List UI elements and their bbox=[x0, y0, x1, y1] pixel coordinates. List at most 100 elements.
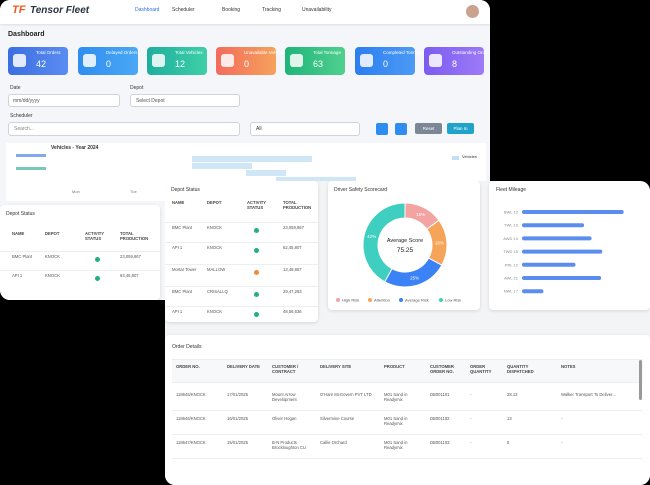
bar bbox=[522, 223, 585, 228]
cell: 62,45,807 bbox=[283, 245, 302, 250]
cell: - bbox=[470, 392, 472, 397]
cell: KNOCK bbox=[45, 254, 60, 259]
zoom-out-button[interactable] bbox=[395, 123, 407, 135]
logo-mark: TF bbox=[12, 4, 26, 16]
schedule-bar bbox=[246, 170, 286, 176]
scrollbar bbox=[639, 360, 642, 400]
bar bbox=[522, 249, 603, 254]
bar bbox=[522, 276, 602, 280]
panel-title: Fleet Mileage bbox=[496, 187, 527, 193]
panel-title: Depot Status bbox=[6, 211, 35, 217]
search-input[interactable]: Search... bbox=[8, 122, 240, 136]
donut-hole bbox=[379, 219, 431, 271]
cell: M01 Sand in Readymix bbox=[384, 392, 408, 402]
status-dot bbox=[254, 292, 259, 297]
plan-in-button[interactable]: Plan In bbox=[447, 123, 474, 134]
column-header: DELIVERY SITE bbox=[320, 364, 352, 369]
cell: 118645/KNOCK bbox=[176, 392, 206, 397]
column-header: CUSTOMER / CONTRACT bbox=[272, 364, 299, 374]
label: Date bbox=[10, 85, 21, 91]
bar bbox=[522, 289, 544, 294]
cell: 118646/KNOCK bbox=[176, 416, 206, 421]
schedule-bar bbox=[276, 177, 356, 183]
legend-swatch bbox=[399, 298, 403, 302]
segment-label: 15% bbox=[416, 212, 425, 217]
row-divider bbox=[165, 264, 318, 265]
row-divider bbox=[165, 306, 318, 307]
row-divider bbox=[165, 242, 318, 243]
cell: DB001103 bbox=[430, 440, 450, 445]
stat-icon bbox=[429, 54, 442, 67]
stat-value: 63 bbox=[313, 59, 324, 69]
column-header: DEPOT bbox=[45, 231, 60, 236]
date-input[interactable]: mm/dd/yyyy bbox=[8, 94, 120, 107]
center-value: 75.25 bbox=[397, 247, 414, 254]
stat-value: 12 bbox=[175, 59, 186, 69]
bar-chart: BWL 12 TWL 13 AWD 14 TWD 15 PRL 12 AWL 21 NWL … bbox=[503, 210, 624, 294]
cell: API 1 bbox=[12, 273, 23, 278]
row-divider bbox=[165, 286, 318, 287]
cell: BMC Plant bbox=[12, 254, 33, 259]
label: Scheduler bbox=[10, 113, 33, 119]
day-label: Mon bbox=[72, 189, 80, 194]
bar-label: TWD 15 bbox=[503, 249, 518, 254]
cell: KNOCK bbox=[207, 309, 222, 314]
placeholder: Search... bbox=[14, 126, 35, 132]
schedule-bar bbox=[192, 163, 252, 169]
legend-label: Attention bbox=[374, 298, 390, 303]
cell: Mortar Tower bbox=[172, 267, 197, 272]
bar-label: PRL 12 bbox=[505, 262, 519, 267]
legend-label: Vehicles bbox=[462, 154, 477, 159]
cell: 48,56,636 bbox=[283, 309, 302, 314]
status-dot bbox=[95, 276, 100, 281]
cell: BMC Plant bbox=[172, 225, 193, 230]
avatar[interactable] bbox=[466, 5, 479, 18]
order-details-panel: Order Details ORDER NO. DELIVERY DATE CUSTO… bbox=[165, 335, 650, 485]
stat-icon bbox=[152, 54, 165, 67]
status-dot bbox=[254, 228, 259, 233]
column-header: CUSTOMER ORDER NO. bbox=[430, 364, 454, 374]
legend-label: Average Risk bbox=[405, 298, 429, 303]
status-select[interactable]: All bbox=[250, 122, 360, 136]
stat-label: Total Tonnage bbox=[313, 50, 341, 55]
panel-title: Driver Safety Scorecard bbox=[334, 187, 388, 193]
stat-icon bbox=[83, 54, 96, 67]
column-header: QUANTITY DISPATCHED bbox=[507, 364, 534, 374]
stat-card: Total Vehicles 12 bbox=[147, 47, 207, 75]
label: Depot bbox=[130, 85, 144, 91]
nav-item[interactable]: Scheduler bbox=[172, 7, 195, 13]
nav-item[interactable]: Booking bbox=[222, 7, 241, 13]
column-header: DEPOT bbox=[207, 200, 222, 205]
cell: 5 bbox=[507, 440, 510, 445]
legend-swatch bbox=[336, 298, 340, 302]
cell: 63,45,807 bbox=[120, 273, 139, 278]
cell: 118647/KNOCK bbox=[176, 440, 206, 445]
stat-card: Total Tonnage 63 bbox=[285, 47, 345, 75]
cell: KNOCK bbox=[207, 225, 222, 230]
cell: O'Hare McGovern PVT LTD bbox=[320, 392, 372, 397]
bar-label: TWL 13 bbox=[504, 223, 519, 228]
cell: - bbox=[561, 416, 563, 421]
status-dot bbox=[254, 248, 259, 253]
bar-label: NWL 17 bbox=[504, 289, 519, 294]
cell: 16/01/2025 bbox=[227, 416, 248, 421]
cell: 17/01/2025 bbox=[227, 392, 248, 397]
stat-icon bbox=[221, 54, 234, 67]
nav-item[interactable]: Tracking bbox=[262, 7, 281, 13]
brand: Tensor Fleet bbox=[30, 5, 90, 16]
cell: Mount Arrow Development bbox=[272, 392, 297, 402]
cell: DB001102 bbox=[430, 416, 450, 421]
row-divider bbox=[0, 251, 160, 252]
column-header: TOTAL PRODUCTION bbox=[120, 231, 149, 241]
zoom-in-button[interactable] bbox=[376, 123, 388, 135]
header-band bbox=[172, 359, 643, 383]
stat-label: Delayed Orders bbox=[106, 50, 138, 55]
segment-label: 42% bbox=[367, 234, 376, 239]
legend-swatch bbox=[452, 156, 459, 160]
depot-select[interactable]: Select Depot bbox=[130, 94, 240, 107]
column-header: TOTAL PRODUCTION bbox=[283, 200, 312, 210]
nav-item[interactable]: Unavailability bbox=[302, 7, 332, 13]
nav-item[interactable]: Dashboard bbox=[135, 7, 160, 13]
reset-button[interactable]: Reset bbox=[415, 123, 442, 134]
